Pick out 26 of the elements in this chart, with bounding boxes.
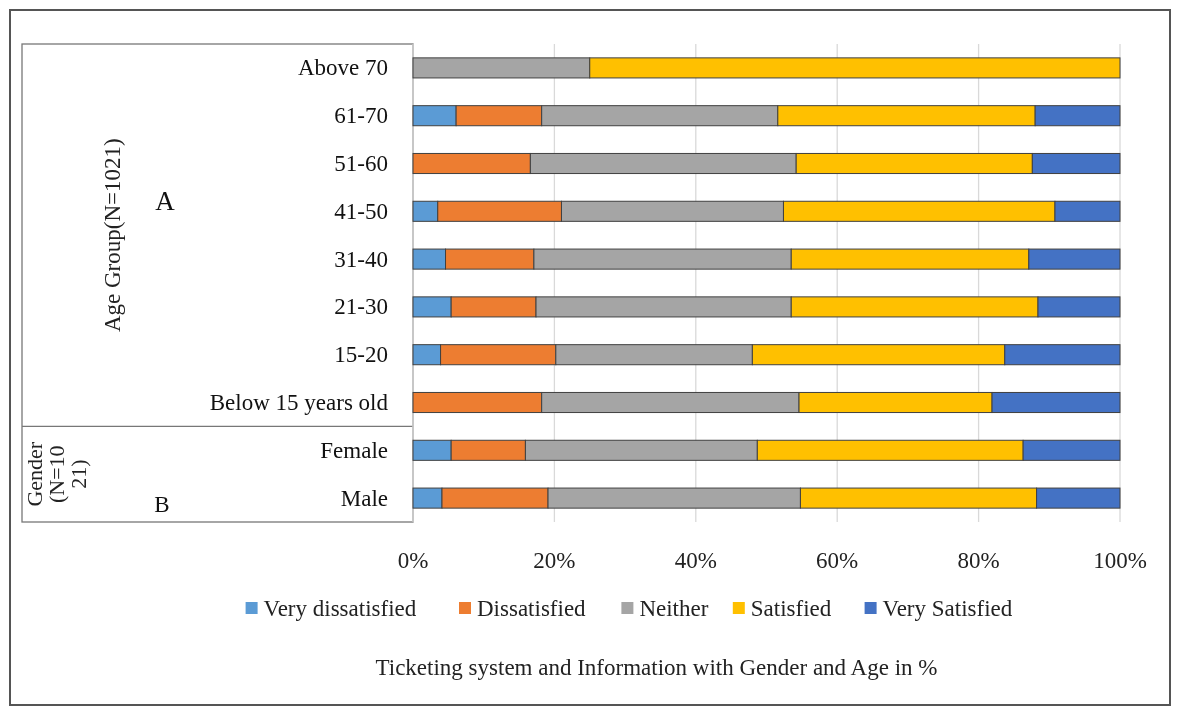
- y-tick-label: 31-40: [334, 246, 388, 272]
- y-tick-label: 51-60: [334, 151, 388, 176]
- text: Gender (N=1021): [22, 441, 91, 507]
- x-axis-title: Ticketing system and Information with Gender and Age in %: [375, 655, 938, 680]
- legend-label: Satisfied: [750, 595, 832, 621]
- text: A: [155, 186, 176, 216]
- text: B: [154, 492, 170, 517]
- legend-label: Very Satisfied: [882, 595, 1013, 621]
- x-tick-label: 0%: [397, 547, 429, 573]
- text: Age Group(N=1021): [100, 138, 125, 333]
- x-tick-label: 100%: [1093, 547, 1147, 573]
- y-tick-label: Above 70: [297, 55, 388, 81]
- x-tick-label: 20%: [533, 547, 576, 573]
- y-tick-label: Male: [340, 485, 388, 511]
- legend-label: Neither: [639, 595, 709, 621]
- y-tick-label: 15-20: [334, 342, 388, 368]
- legend-label: Dissatisfied: [477, 595, 587, 621]
- x-tick-label: 40%: [674, 547, 717, 573]
- legend-label: Very dissatisfied: [263, 595, 417, 621]
- y-tick-label: Female: [320, 437, 388, 463]
- x-tick-label: 60%: [816, 547, 859, 573]
- x-tick-label: 80%: [957, 547, 1000, 573]
- y-tick-label: Below 15 years old: [209, 390, 389, 415]
- y-tick-label: 61-70: [334, 103, 388, 129]
- y-tick-label: 21-30: [334, 294, 388, 320]
- y-tick-label: 41-50: [334, 198, 388, 224]
